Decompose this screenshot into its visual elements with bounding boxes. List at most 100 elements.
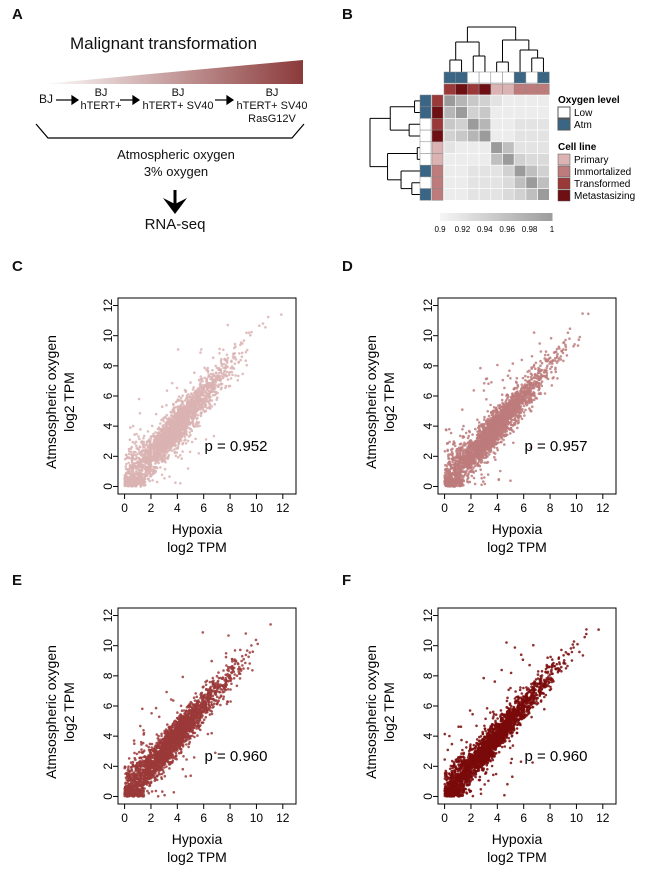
legend-low: Low: [574, 108, 593, 119]
colorbar-tick: 0.96: [499, 225, 515, 234]
x-tick-label: 8: [227, 501, 234, 515]
heatmap-cell: [478, 176, 492, 189]
x-axis-label: Hypoxia: [172, 521, 223, 537]
legend-transformed: Transformed: [574, 179, 630, 190]
y-axis-unit: log2 TPM: [381, 682, 397, 742]
x-tick-label: 10: [570, 501, 584, 515]
y-axis-unit: log2 TPM: [381, 372, 397, 432]
legend-swatch-immortalized: [557, 165, 571, 178]
x-tick-label: 10: [570, 811, 584, 825]
x-axis-unit: log2 TPM: [167, 539, 227, 555]
col-oxygen-cell: [455, 71, 468, 84]
row-oxygen-cell: [419, 164, 432, 178]
x-tick-label: 0: [121, 501, 128, 515]
conditions: Atmospheric oxygen 3% oxygen: [117, 147, 235, 179]
stage-ras: BJ hTERT+ SV40 RasG12V: [236, 87, 308, 125]
heatmap-cell: [537, 118, 550, 131]
heatmap-cell: [490, 188, 503, 201]
y-axis-label: Atmsospheric oxygen: [43, 645, 59, 779]
y-tick-label: 10: [101, 329, 115, 343]
panel-label-d: D: [342, 258, 353, 275]
heatmap-cell: [443, 141, 456, 154]
x-axis-unit: log2 TPM: [167, 849, 227, 865]
heatmap-cell: [490, 141, 503, 154]
heatmap-cell: [478, 106, 492, 119]
scatter-d: 0 2 4 6 8 10 12 0 2 4 6 8 10 12 p = 0.957 Hypoxia log2 T…: [363, 297, 617, 555]
heatmap-cell: [502, 118, 515, 131]
y-tick-label: 2: [421, 453, 435, 460]
scatter-points: [443, 312, 590, 488]
col-oxygen-cell: [502, 71, 515, 84]
y-tick-label: 6: [101, 702, 115, 709]
row-cellline-cell: [431, 141, 444, 154]
scatter-f: 0 2 4 6 8 10 12 0 2 4 6 8 10 12 p = 0.960 Hypoxia log2 T…: [363, 607, 617, 865]
col-oxygen-cell: [467, 71, 480, 84]
panel-label-c: C: [12, 258, 23, 275]
heatmap-cell: [513, 129, 527, 143]
heatmap-cell: [455, 153, 468, 166]
row-oxygen-cell: [419, 153, 432, 166]
colorbar-tick: 1: [550, 225, 555, 234]
heatmap-cell: [455, 164, 468, 178]
y-tick-label: 0: [101, 793, 115, 800]
heatmap-cell: [537, 129, 550, 143]
col-cellline-cell: [525, 83, 538, 96]
heatmap-cell: [467, 94, 480, 107]
heatmap-cell: [525, 129, 538, 143]
heatmap-cell: [537, 188, 550, 201]
col-oxygen-cell: [537, 71, 550, 84]
y-tick-label: 10: [101, 639, 115, 653]
col-oxygen-cell: [478, 71, 492, 84]
x-tick-label: 6: [520, 501, 527, 515]
col-cellline-cell: [537, 83, 550, 96]
heatmap-cell: [525, 164, 538, 178]
heatmap-cell: [502, 129, 515, 143]
scatter-c: 0 2 4 6 8 10 12 0 2 4 6 8 10 12 p = 0.952 Hypoxia log2 T…: [43, 297, 297, 555]
row-oxygen-cell: [419, 141, 432, 154]
legend-primary: Primary: [574, 155, 608, 166]
heatmap-cell: [537, 106, 550, 119]
panel-label-f: F: [342, 572, 352, 589]
x-tick-label: 2: [468, 811, 475, 825]
legend-swatch-low: [557, 106, 571, 119]
x-tick-label: 4: [494, 501, 501, 515]
y-tick-label: 4: [101, 422, 115, 429]
col-cellline-cell: [478, 83, 492, 96]
x-tick-label: 12: [276, 811, 290, 825]
legend-cell-title: Cell line: [558, 142, 597, 153]
y-tick-label: 2: [101, 453, 115, 460]
x-tick-label: 12: [596, 811, 610, 825]
y-axis-unit: log2 TPM: [61, 372, 77, 432]
row-cellline-cell: [431, 153, 444, 166]
stage-bj: BJ: [38, 92, 53, 106]
y-axis-label: Atmsospheric oxygen: [363, 335, 379, 469]
heatmap-cell: [513, 141, 527, 154]
y-tick-label: 0: [421, 793, 435, 800]
y-axis-label: Atmsospheric oxygen: [363, 645, 379, 779]
colorbar-tick: 0.94: [477, 225, 493, 234]
col-cellline-cell: [490, 83, 503, 96]
legend-swatch-transformed: [557, 177, 571, 190]
correlation-annotation: p = 0.952: [205, 438, 268, 455]
heatmap-cell: [502, 94, 515, 107]
y-tick-label: 8: [421, 672, 435, 679]
heatmap-cell: [513, 106, 527, 119]
heatmap-cell: [455, 94, 468, 107]
heatmap-cell: [478, 141, 492, 154]
col-oxygen-cell: [525, 71, 538, 84]
scatter-points: [443, 628, 600, 798]
x-tick-label: 4: [174, 811, 181, 825]
heatmap-cell: [502, 164, 515, 178]
heatmap-cell: [525, 106, 538, 119]
heatmap-cell: [513, 176, 527, 189]
column-dendrogram: [449, 26, 544, 72]
heatmap-cell: [455, 129, 468, 143]
legend-swatch-atm: [557, 118, 571, 131]
x-axis-unit: log2 TPM: [487, 849, 547, 865]
x-tick-label: 2: [468, 501, 475, 515]
heatmap-cell: [467, 176, 480, 189]
heatmap-cell: [537, 94, 550, 107]
stage-sv40: BJ hTERT+ SV40: [142, 87, 214, 112]
heatmap-cell: [513, 153, 527, 166]
col-cellline-cell: [513, 83, 527, 96]
